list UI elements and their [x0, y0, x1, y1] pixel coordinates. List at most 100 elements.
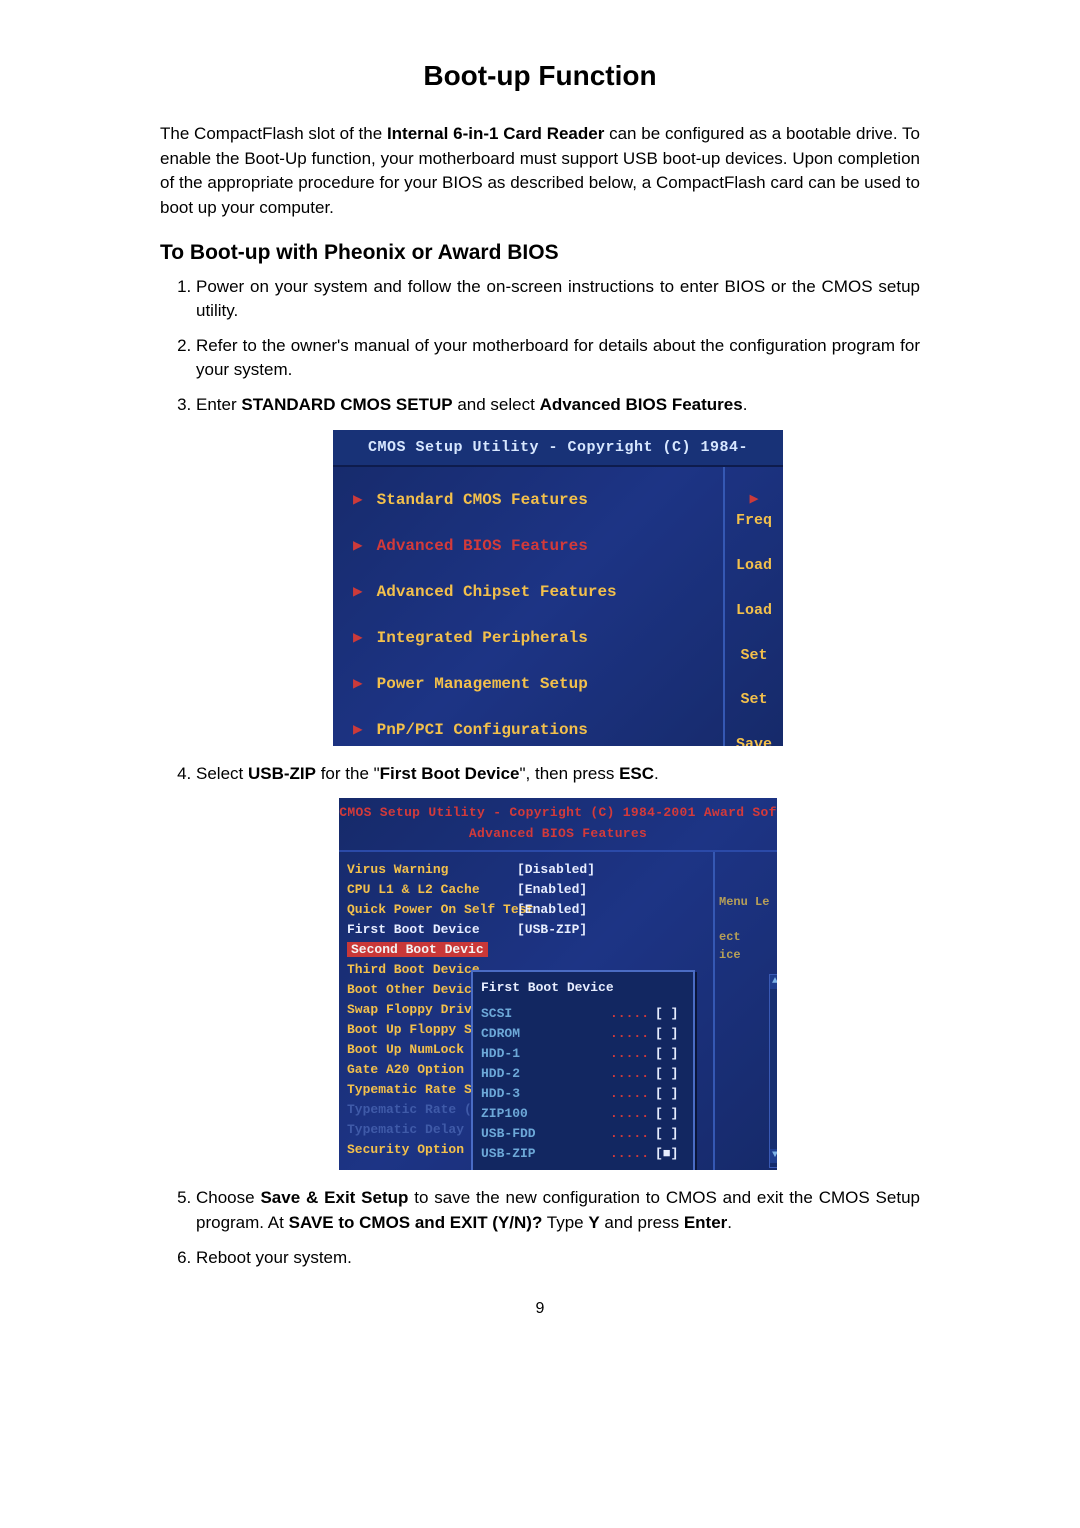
- step4-text-a: Select: [196, 764, 248, 783]
- step5-bold-4: Enter: [684, 1213, 727, 1232]
- bios1-item-label: PnP/PCI Configurations: [377, 721, 588, 739]
- bios1-item-advanced-bios: ▶ Advanced BIOS Features: [353, 535, 723, 558]
- step4-bold-3: ESC: [619, 764, 654, 783]
- popup-option-dots: .....: [551, 1024, 655, 1044]
- popup-option-checkbox: [ ]: [655, 1124, 685, 1144]
- step4-text-e: .: [654, 764, 659, 783]
- bios2-row: Second Boot Devic: [347, 940, 713, 960]
- step4-text-c: for the ": [316, 764, 380, 783]
- document-page: Boot-up Function The CompactFlash slot o…: [160, 60, 920, 1318]
- bios2-row-label: CPU L1 & L2 Cache: [347, 880, 517, 900]
- arrow-icon: ▶: [353, 673, 367, 696]
- arrow-icon: ▶: [353, 535, 367, 558]
- step-1: Power on your system and follow the on-s…: [196, 275, 920, 324]
- bios2-row-first-boot: First Boot Device [USB-ZIP]: [347, 920, 713, 940]
- bios1-item-pnp-pci: ▶ PnP/PCI Configurations: [353, 719, 723, 742]
- arrow-icon: ▶: [747, 489, 761, 511]
- step-3: Enter STANDARD CMOS SETUP and select Adv…: [196, 393, 920, 746]
- bios-screenshot-1: CMOS Setup Utility - Copyright (C) 1984-…: [333, 430, 783, 746]
- bios1-right-item: Load: [725, 600, 783, 622]
- bios2-row-label: First Boot Device: [347, 920, 517, 940]
- step5-text-d: Type: [542, 1213, 588, 1232]
- step5-bold-2: SAVE to CMOS and EXIT (Y/N)?: [289, 1213, 543, 1232]
- bios2-right-text: ect: [715, 929, 777, 946]
- bios2-right-panel: Menu Le ect ice ▲ ▼: [713, 852, 777, 1170]
- bios2-popup-option: HDD-2.....[ ]: [473, 1064, 693, 1084]
- bios1-right-column: ▶ Freq Load Load Set Set Save: [723, 467, 783, 746]
- scroll-down-icon: ▼: [770, 1149, 777, 1163]
- bios2-subtitle: Advanced BIOS Features: [339, 825, 777, 850]
- step3-text-a: Enter: [196, 395, 241, 414]
- bios2-popup-option: USB-FDD.....[ ]: [473, 1124, 693, 1144]
- popup-option-name: HDD-2: [481, 1064, 551, 1084]
- arrow-icon: ▶: [353, 581, 367, 604]
- step-4: Select USB-ZIP for the "First Boot Devic…: [196, 762, 920, 1171]
- step-6: Reboot your system.: [196, 1246, 920, 1271]
- bios2-row-label: Virus Warning: [347, 860, 517, 880]
- step5-text-a: Choose: [196, 1188, 260, 1207]
- step-5: Choose Save & Exit Setup to save the new…: [196, 1186, 920, 1235]
- bios1-item-label: Power Management Setup: [377, 675, 588, 693]
- scroll-up-icon: ▲: [770, 975, 777, 989]
- popup-option-checkbox: [ ]: [655, 1004, 685, 1024]
- bios1-item-power-mgmt: ▶ Power Management Setup: [353, 673, 723, 696]
- bios1-item-standard-cmos: ▶ Standard CMOS Features: [353, 489, 723, 512]
- bios2-row: Virus Warning [Disabled]: [347, 860, 713, 880]
- bios2-right-text: Menu Le: [715, 894, 777, 911]
- page-number: 9: [160, 1300, 920, 1318]
- popup-option-dots: .....: [551, 1064, 655, 1084]
- bios1-item-label: Advanced Chipset Features: [377, 583, 617, 601]
- bios2-row-label-highlighted: Second Boot Devic: [347, 942, 488, 957]
- bios2-popup-option: ZIP100.....[ ]: [473, 1104, 693, 1124]
- scroll-track: [770, 989, 777, 1149]
- bios2-row-value: [Enabled]: [517, 880, 587, 900]
- step5-bold-3: Y: [588, 1213, 599, 1232]
- popup-option-checkbox: [ ]: [655, 1104, 685, 1124]
- popup-option-dots: .....: [551, 1044, 655, 1064]
- step4-bold-2: First Boot Device: [380, 764, 520, 783]
- bios2-popup-option: HDD-3.....[ ]: [473, 1084, 693, 1104]
- popup-option-dots: .....: [551, 1104, 655, 1124]
- step3-text-c: and select: [453, 395, 540, 414]
- bios1-right-item: Set: [725, 645, 783, 667]
- scrollbar: ▲ ▼: [769, 974, 777, 1168]
- bios2-popup-option: USB-ZIP.....[■]: [473, 1144, 693, 1164]
- bios1-item-advanced-chipset: ▶ Advanced Chipset Features: [353, 581, 723, 604]
- arrow-icon: ▶: [353, 627, 367, 650]
- bios-screenshot-2: CMOS Setup Utility - Copyright (C) 1984-…: [339, 798, 777, 1170]
- popup-option-name: ZIP100: [481, 1104, 551, 1124]
- popup-option-checkbox: [ ]: [655, 1064, 685, 1084]
- bios1-left-column: ▶ Standard CMOS Features ▶ Advanced BIOS…: [333, 467, 723, 746]
- bios2-popup-title: First Boot Device: [473, 978, 693, 1004]
- popup-option-name: HDD-1: [481, 1044, 551, 1064]
- bios2-title: CMOS Setup Utility - Copyright (C) 1984-…: [339, 798, 777, 825]
- popup-option-dots: .....: [551, 1004, 655, 1024]
- bios2-popup: First Boot Device SCSI.....[ ]CDROM.....…: [471, 970, 695, 1170]
- bios1-right-item: ▶ Freq: [725, 489, 783, 533]
- bios2-row-value: [Enabled]: [517, 900, 587, 920]
- popup-option-name: USB-FDD: [481, 1124, 551, 1144]
- popup-option-checkbox: [ ]: [655, 1024, 685, 1044]
- popup-option-checkbox: [ ]: [655, 1044, 685, 1064]
- bios2-row: CPU L1 & L2 Cache [Enabled]: [347, 880, 713, 900]
- step4-text-d: ", then press: [519, 764, 619, 783]
- intro-text-a: The CompactFlash slot of the: [160, 124, 387, 143]
- bios2-left-panel: Virus Warning [Disabled] CPU L1 & L2 Cac…: [339, 852, 713, 1170]
- popup-option-dots: .....: [551, 1124, 655, 1144]
- page-title: Boot-up Function: [160, 60, 920, 92]
- intro-bold-1: Internal 6-in-1 Card Reader: [387, 124, 604, 143]
- bios1-right-item: Save: [725, 734, 783, 746]
- step3-text-d: .: [743, 395, 748, 414]
- step5-text-e: and press: [600, 1213, 684, 1232]
- step4-bold-1: USB-ZIP: [248, 764, 316, 783]
- bios2-popup-option: CDROM.....[ ]: [473, 1024, 693, 1044]
- popup-option-checkbox: [ ]: [655, 1084, 685, 1104]
- step3-bold-2: Advanced BIOS Features: [540, 395, 743, 414]
- section-heading: To Boot-up with Pheonix or Award BIOS: [160, 241, 920, 265]
- arrow-icon: ▶: [353, 489, 367, 512]
- bios2-row: Quick Power On Self Test [Enabled]: [347, 900, 713, 920]
- popup-option-name: CDROM: [481, 1024, 551, 1044]
- popup-option-name: SCSI: [481, 1004, 551, 1024]
- popup-option-name: USB-ZIP: [481, 1144, 551, 1164]
- bios1-right-item: Set: [725, 689, 783, 711]
